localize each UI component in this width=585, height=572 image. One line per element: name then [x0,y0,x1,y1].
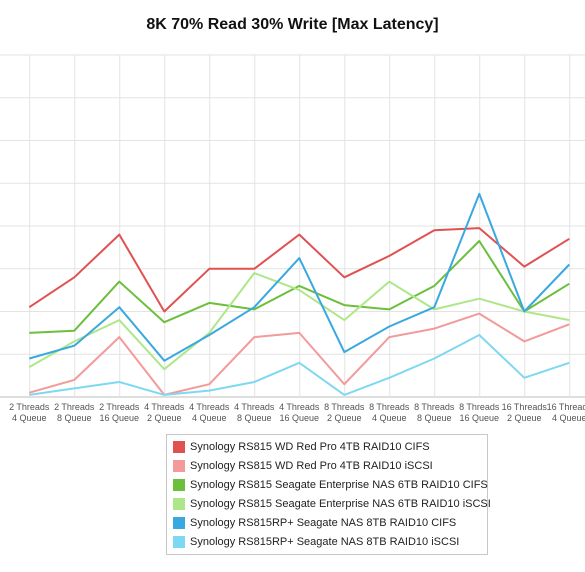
legend-item-6: Synology RS815RP+ Seagate NAS 8TB RAID10… [167,532,487,551]
legend: Synology RS815 WD Red Pro 4TB RAID10 CIF… [166,434,491,555]
x-tick-label: 2 Threads 4 Queue [9,402,50,423]
legend-item-1: Synology RS815 WD Red Pro 4TB RAID10 CIF… [167,437,487,456]
x-tick-label: 4 Threads 8 Queue [234,402,275,423]
legend-swatch [173,497,185,510]
series-line-4 [28,272,570,371]
legend-swatch [173,535,185,548]
legend-label: Synology RS815RP+ Seagate NAS 8TB RAID10… [190,535,460,548]
horizontal-gridlines [0,54,585,398]
legend-item-3: Synology RS815 Seagate Enterprise NAS 6T… [167,475,488,494]
legend-label: Synology RS815RP+ Seagate NAS 8TB RAID10… [190,516,457,529]
series-line-2 [29,312,570,396]
x-tick-label: 4 Threads 4 Queue [189,402,230,423]
vertical-gridlines [29,55,571,397]
series-line-5 [29,192,571,362]
series-lines [28,192,571,396]
x-tick-label: 4 Threads 16 Queue [279,402,320,423]
legend-swatch [173,440,185,453]
legend-item-5: Synology RS815RP+ Seagate NAS 8TB RAID10… [167,513,487,532]
legend-label: Synology RS815 Seagate Enterprise NAS 6T… [190,497,491,510]
series-line-6 [29,334,570,396]
legend-swatch [173,459,185,472]
legend-item-2: Synology RS815 WD Red Pro 4TB RAID10 iSC… [167,456,487,475]
legend-label: Synology RS815 WD Red Pro 4TB RAID10 iSC… [190,459,433,472]
legend-item-4: Synology RS815 Seagate Enterprise NAS 6T… [167,494,491,513]
x-tick-label: 2 Threads 16 Queue [99,402,140,423]
chart-title: 8K 70% Read 30% Write [Max Latency] [146,16,439,33]
legend-swatch [173,478,185,491]
x-tick-label: 8 Threads 16 Queue [459,402,500,423]
series-line-3 [29,240,570,334]
x-tick-label: 8 Threads 4 Queue [369,402,410,423]
x-tick-label: 8 Threads 2 Queue [324,402,365,423]
x-tick-label: 4 Threads 2 Queue [144,402,185,423]
legend-label: Synology RS815 Seagate Enterprise NAS 6T… [190,478,488,491]
x-tick-label: 16 Threads 2 Queue [502,402,548,423]
legend-swatch [173,516,185,529]
x-tick-label: 8 Threads 8 Queue [414,402,455,423]
series-line-1 [28,227,570,313]
legend-label: Synology RS815 WD Red Pro 4TB RAID10 CIF… [190,440,430,453]
x-tick-label: 2 Threads 8 Queue [54,402,95,423]
